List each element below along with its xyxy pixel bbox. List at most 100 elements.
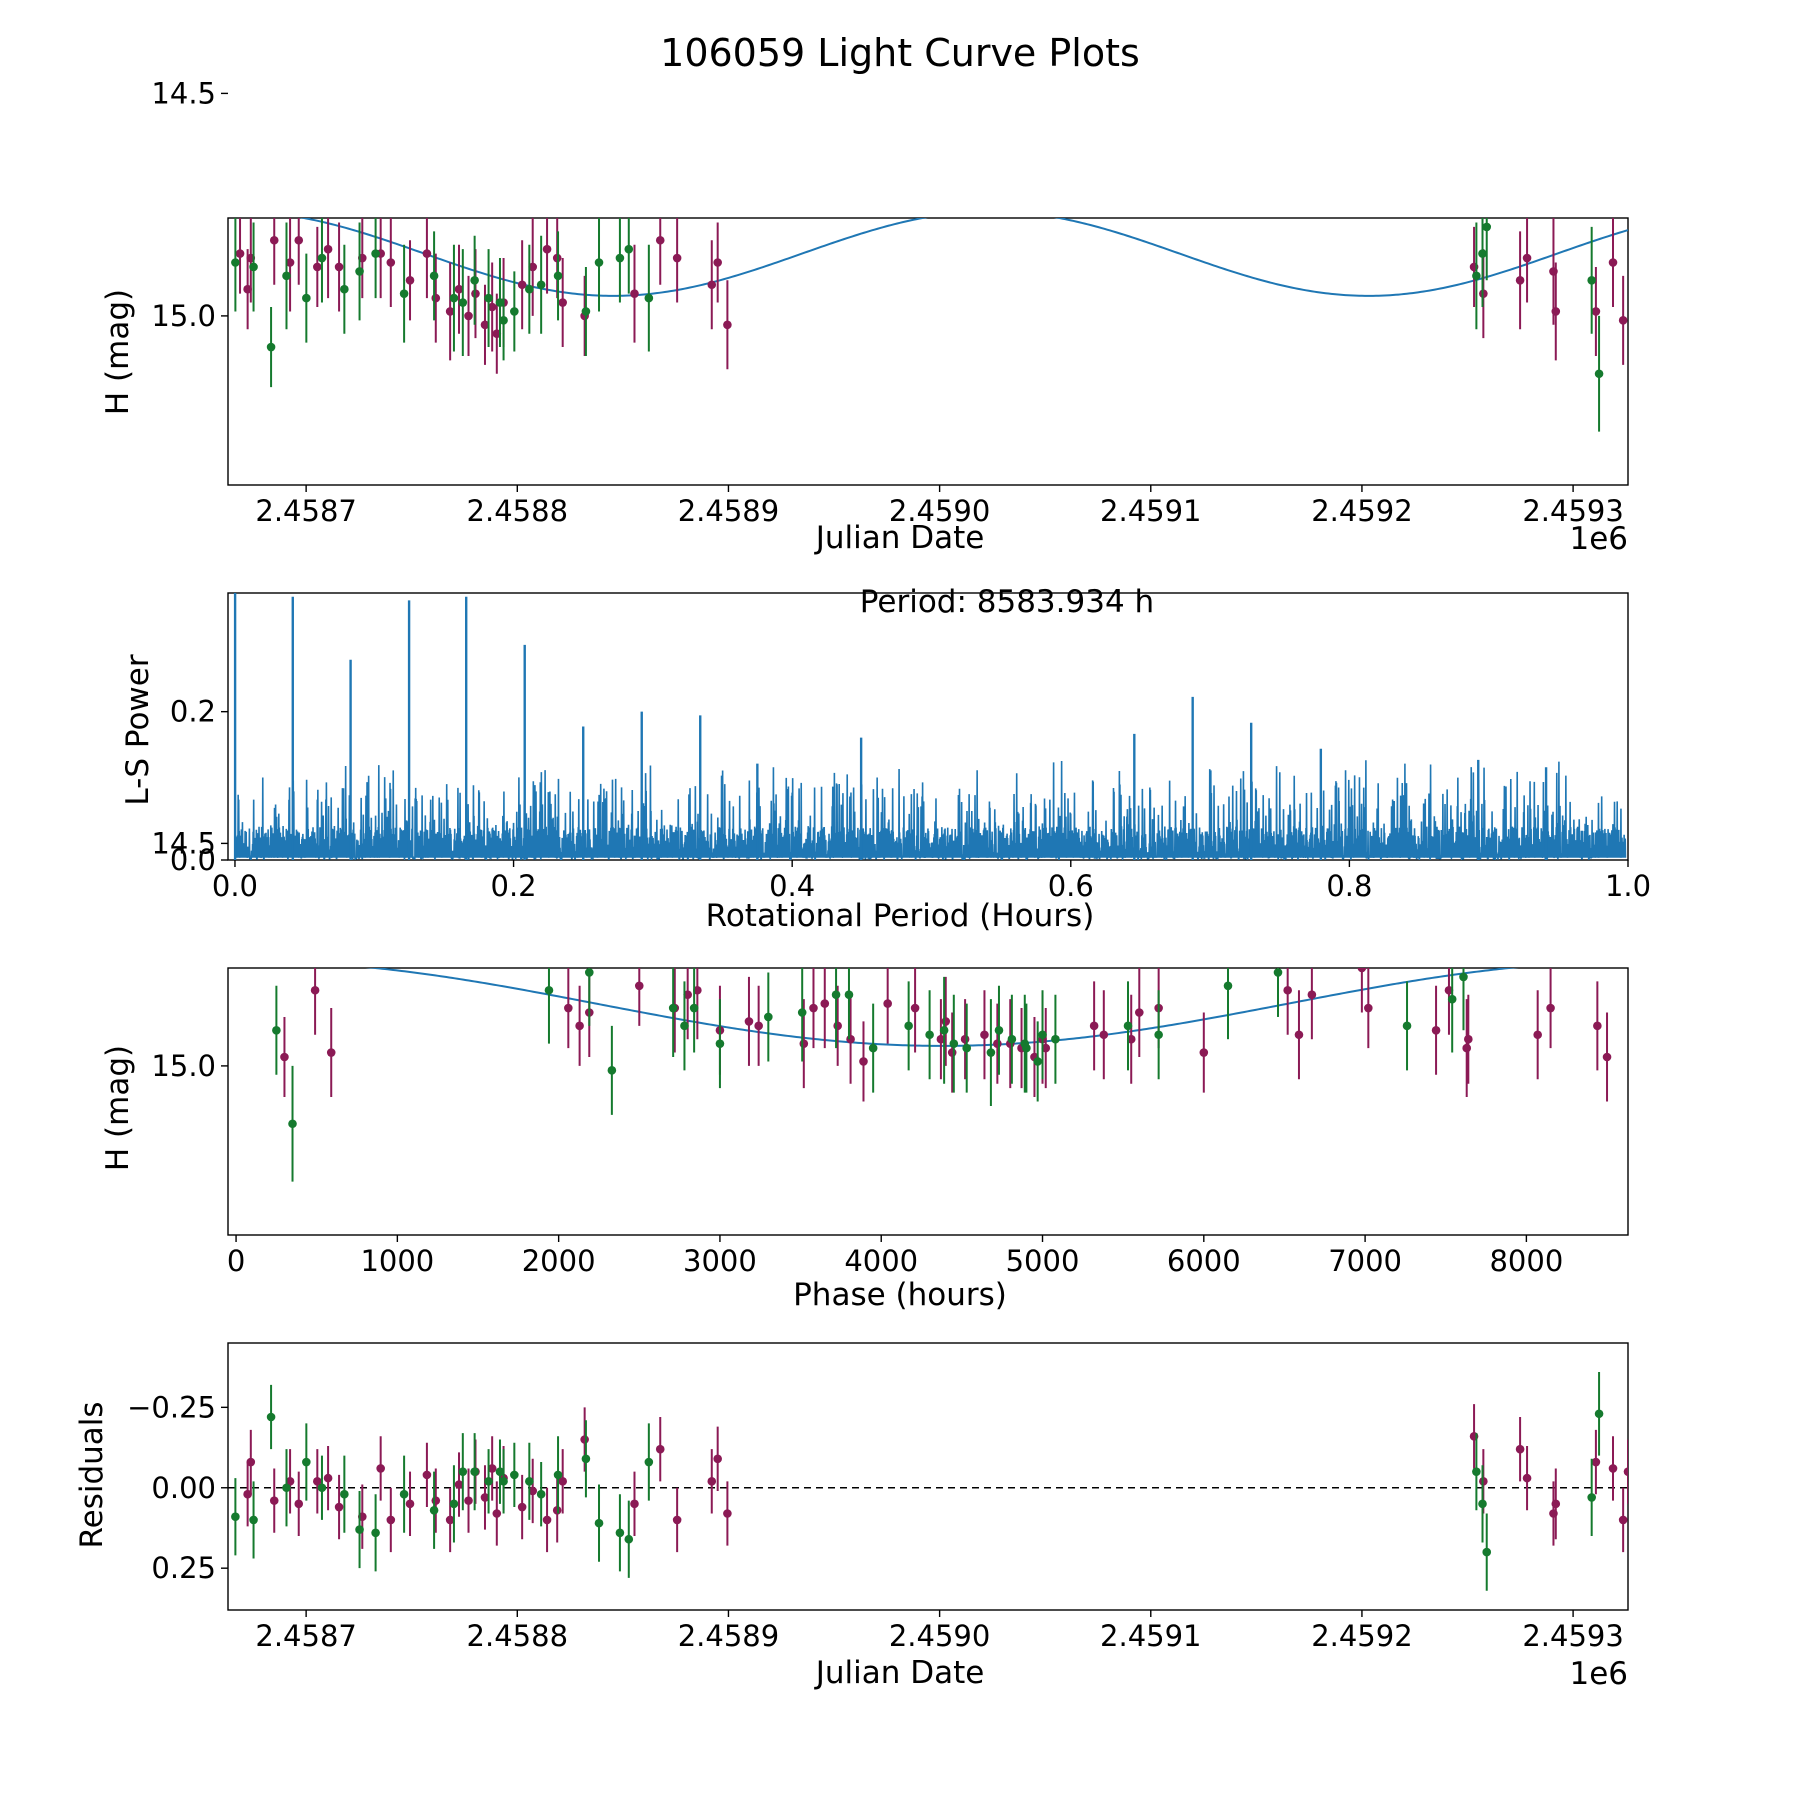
residuals-xtick-label: 2.4590 — [889, 1619, 990, 1653]
residuals-data-point — [655, 1444, 665, 1454]
phased-curve-data-point — [1007, 1034, 1017, 1044]
light-curve-data-point — [464, 311, 473, 321]
light-curve-data-point — [487, 302, 497, 312]
residuals-data-point — [399, 1489, 409, 1499]
periodogram-xtick-label: 0.4 — [769, 869, 815, 903]
residuals-data-point — [302, 1457, 311, 1467]
phased-curve-data-point — [715, 1039, 725, 1048]
phased-curve-data-point — [833, 1021, 842, 1031]
light-curve-xtick-label: 2.4589 — [678, 494, 779, 528]
phased-curve-data-point — [310, 985, 320, 995]
phased-curve-data-point — [846, 1034, 855, 1044]
residuals-xtick-label: 2.4593 — [1522, 1619, 1623, 1653]
light-curve-data-point — [458, 298, 468, 307]
periodogram-panel: Period: 8583.934 h Rotational Period (Ho… — [120, 584, 1651, 934]
phased-curve-data-point — [947, 1048, 957, 1057]
residuals-ytick-label: 0.25 — [151, 1551, 216, 1585]
phased-curve-data-point — [584, 968, 594, 977]
phased-curve-ytick-label: 15.0 — [151, 1049, 216, 1083]
periodogram-xtick-label: 0.8 — [1326, 869, 1372, 903]
phased-curve-data-point — [1223, 981, 1233, 991]
light-curve-data-point — [484, 293, 493, 303]
phased-curve-data-point — [799, 1039, 809, 1048]
phased-curve-data-point — [689, 1003, 699, 1013]
phased-curve-data-point — [844, 990, 854, 999]
residuals-data-point — [581, 1454, 591, 1464]
phased-curve-data-point — [1134, 1008, 1144, 1017]
phased-curve-data-point — [960, 1034, 970, 1044]
residuals-data-point — [376, 1464, 385, 1473]
phased-curve-data-point — [994, 1026, 1004, 1035]
light-curve-data-point — [231, 258, 240, 267]
light-curve-data-point — [285, 258, 295, 267]
phased-curve-xtick-label: 2000 — [522, 1244, 596, 1278]
residuals-data-point — [294, 1499, 304, 1509]
phased-curve-data-point — [883, 999, 892, 1008]
residuals-panel: Julian Date 1e6 Residuals 2.4587 2.4588 2.… — [74, 1342, 1629, 1692]
light-curve-data-point — [644, 293, 654, 303]
phased-curve-data-point — [1546, 1003, 1555, 1013]
residuals-xlabel: Julian Date — [814, 1655, 985, 1691]
light-curve-x-offset: 1e6 — [1569, 521, 1628, 557]
phased-curve-ylabel: H (mag) — [100, 1045, 136, 1171]
light-curve-data-point — [449, 293, 459, 303]
phased-curve-xtick-label: 0 — [227, 1244, 245, 1278]
phased-curve-data-point — [809, 1003, 818, 1013]
light-curve-xtick-label: 2.4587 — [255, 494, 356, 528]
residuals-data-point — [458, 1467, 468, 1476]
phased-curve-data-point — [820, 999, 830, 1008]
light-curve-ytick-label: 14.5 — [151, 76, 216, 110]
residuals-data-point — [1587, 1493, 1596, 1502]
residuals-xtick-label: 2.4589 — [678, 1619, 779, 1653]
light-curve-data-point — [1472, 271, 1481, 281]
phased-curve-data-point — [575, 1021, 584, 1031]
residuals-data-point — [317, 1483, 327, 1493]
light-curve-data-point — [445, 307, 455, 316]
phased-curve-data-point — [831, 990, 841, 999]
phased-curve-data-point — [1123, 1021, 1133, 1031]
residuals-data-point — [323, 1473, 333, 1483]
phased-curve-frame — [227, 967, 1629, 1236]
light-curve-ytick-label: 15.0 — [151, 299, 216, 333]
residuals-data-point — [246, 1457, 256, 1467]
phased-curve-data-point — [1402, 1021, 1412, 1031]
residuals-data-point — [313, 1477, 322, 1486]
light-curve-data-point — [480, 320, 490, 330]
residuals-data-point — [231, 1512, 240, 1522]
light-curve-data-point — [323, 244, 333, 254]
phased-curve-data-point — [910, 1003, 920, 1013]
phased-curve-data-point — [693, 985, 702, 995]
phased-curve-panel: Phase (hours) H (mag) 0 1000 2000 3000 4000 5… — [100, 826, 1629, 1313]
light-curve-data-point — [510, 307, 519, 316]
phased-curve-data-point — [1022, 1043, 1031, 1053]
residuals-data-point — [707, 1477, 717, 1486]
light-curve-frame — [227, 217, 1629, 486]
light-curve-data-point — [499, 316, 508, 325]
residuals-data-point — [249, 1515, 258, 1525]
residuals-xtick-label: 2.4587 — [255, 1619, 356, 1653]
residuals-data-point — [1618, 1515, 1628, 1525]
phased-curve-data-point — [1444, 985, 1454, 995]
light-curve-data-point — [1482, 222, 1492, 232]
light-curve-data-point — [334, 262, 344, 272]
residuals-data-point — [1482, 1547, 1492, 1557]
phased-curve-data-point — [1126, 1034, 1136, 1044]
residuals-xtick-label: 2.4591 — [1100, 1619, 1201, 1653]
light-curve-data-point — [302, 293, 311, 303]
phased-curve-data-point — [1038, 1030, 1047, 1040]
light-curve-data-point — [429, 271, 439, 281]
light-curve-data-point — [553, 271, 563, 281]
phased-curve-data-point — [1033, 1057, 1042, 1066]
phased-curve-data-point — [1533, 1030, 1542, 1040]
phased-curve-data-point — [1459, 972, 1468, 982]
phased-curve-data-point — [668, 1003, 678, 1013]
residuals-data-point — [528, 1486, 538, 1496]
residuals-data-point — [470, 1467, 479, 1476]
residuals-data-point — [484, 1477, 493, 1486]
residuals-data-point — [644, 1457, 654, 1467]
light-curve-data-point — [422, 249, 432, 258]
light-curve-data-point — [313, 262, 322, 272]
phased-curve-data-point — [280, 1052, 289, 1062]
residuals-data-point — [495, 1467, 505, 1476]
